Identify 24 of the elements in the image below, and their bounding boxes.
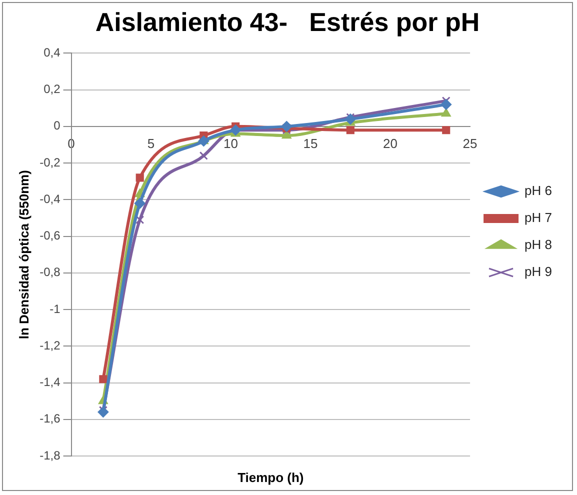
y-tick-label: -0,2: [40, 155, 61, 170]
y-axis-title: ln Densidad óptica (550nm): [16, 170, 32, 340]
chart-title: Aislamiento 43- Estrés por pH: [95, 6, 480, 37]
y-tick-label: -1,8: [40, 448, 61, 462]
y-tick-label: 0: [54, 118, 61, 133]
x-tick-label: 15: [303, 136, 318, 151]
x-tick-label: 10: [224, 136, 238, 151]
y-tick-label: -1,6: [40, 412, 61, 426]
legend-label: pH 7: [524, 210, 552, 226]
legend-label: pH 8: [524, 237, 552, 252]
y-tick-label: 0,4: [44, 46, 61, 60]
x-tick-label: 25: [462, 136, 478, 151]
y-tick-label: -1: [50, 302, 61, 316]
x-axis-title: Tiempo (h): [238, 470, 304, 485]
y-tick-label: -0,8: [40, 265, 61, 280]
legend-label: pH 9: [524, 264, 552, 280]
y-tick-label: 0,2: [44, 82, 61, 96]
y-tick-label: -1,2: [40, 338, 61, 352]
x-tick-label: 5: [147, 136, 155, 151]
x-tick-label: 20: [383, 136, 398, 151]
y-tick-label: -0,6: [40, 228, 61, 243]
y-tick-label: -0,4: [40, 192, 61, 206]
y-tick-label: -1,4: [40, 375, 61, 390]
legend-label: pH 6: [524, 183, 552, 198]
